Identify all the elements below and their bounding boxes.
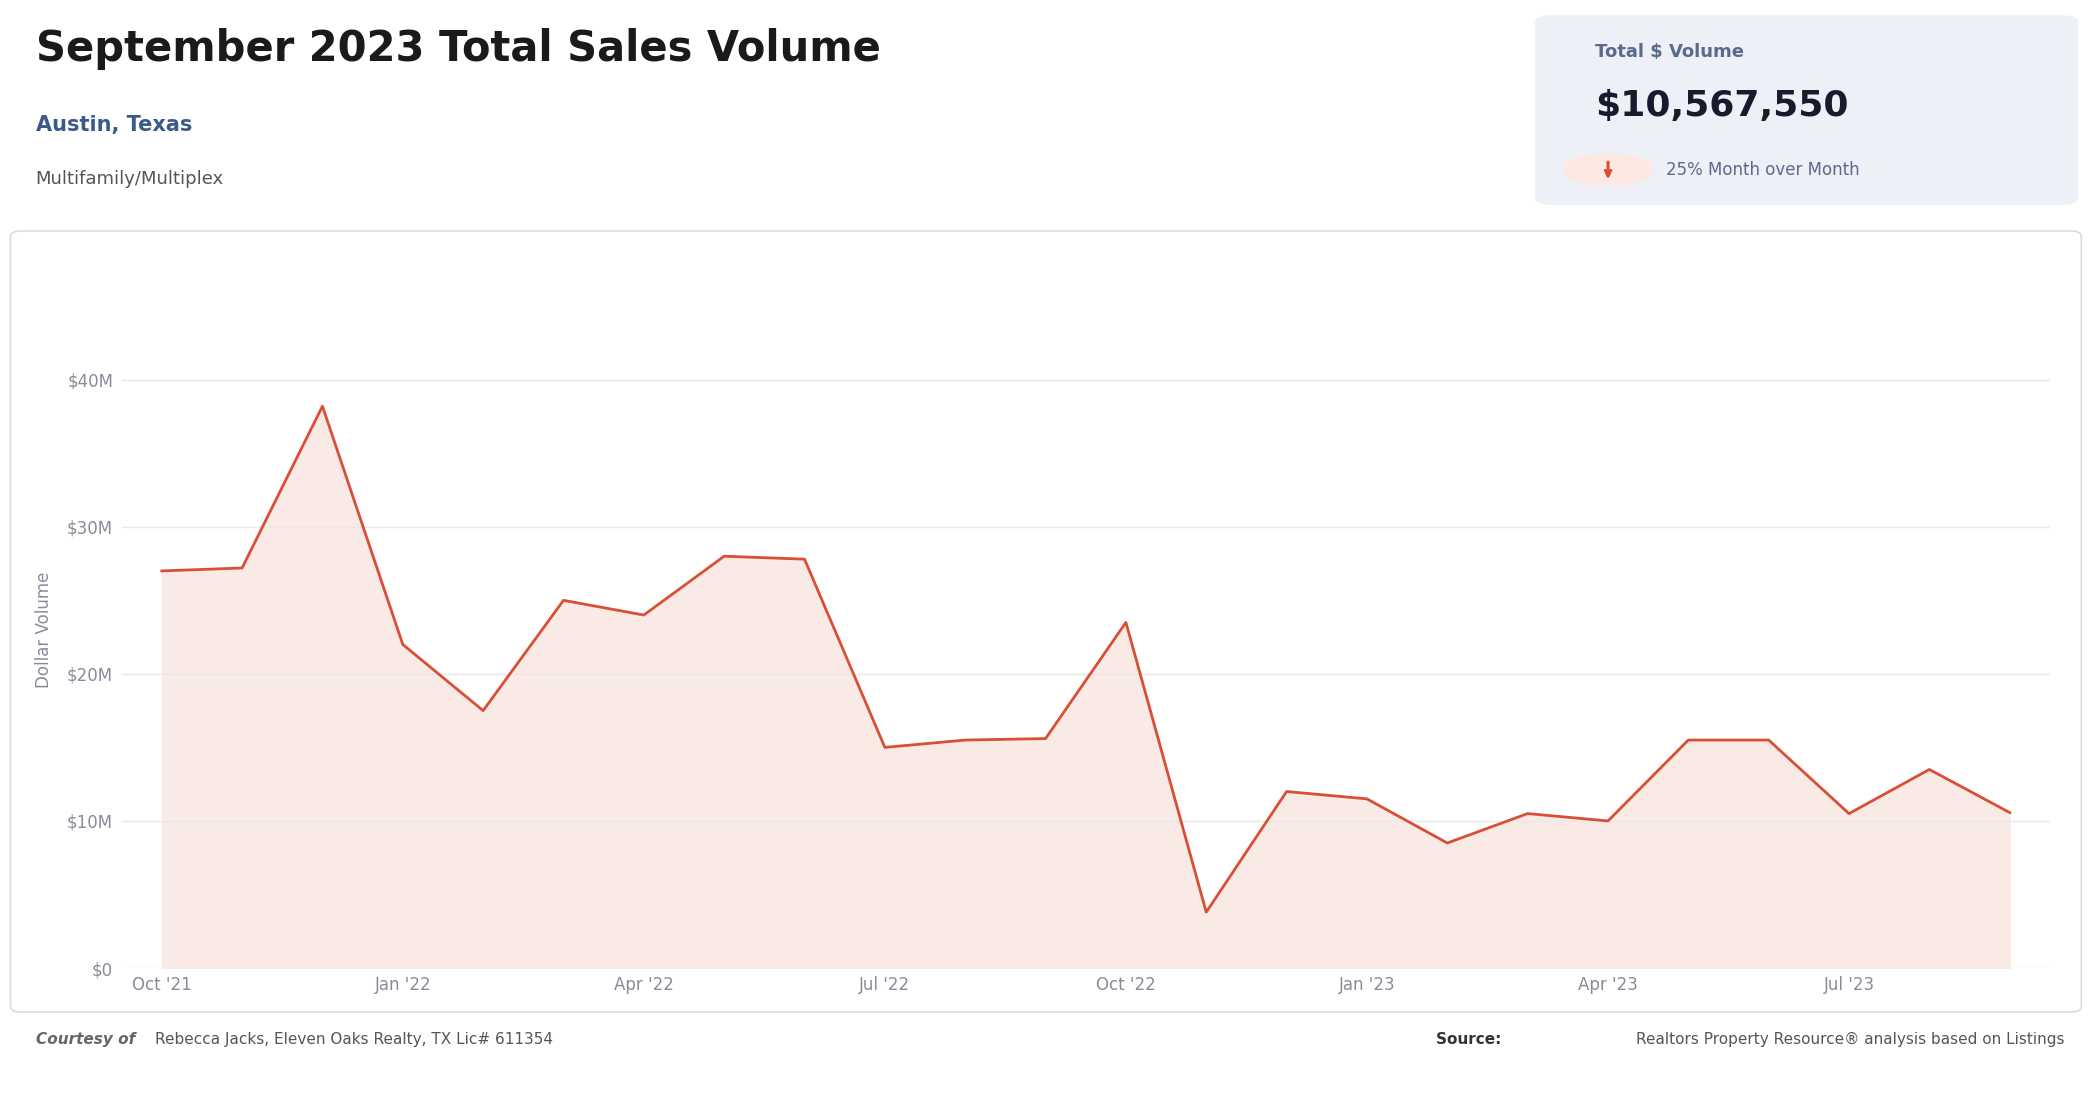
Text: Multifamily/Multiplex: Multifamily/Multiplex [36, 170, 224, 188]
FancyBboxPatch shape [1534, 15, 2079, 205]
Text: Rebecca Jacks, Eleven Oaks Realty, TX Lic# 611354: Rebecca Jacks, Eleven Oaks Realty, TX Li… [155, 1032, 553, 1047]
Text: Courtesy of: Courtesy of [36, 1032, 140, 1047]
Y-axis label: Dollar Volume: Dollar Volume [36, 572, 52, 688]
Circle shape [1564, 154, 1654, 186]
Text: Austin, Texas: Austin, Texas [36, 116, 193, 135]
Text: Total $ Volume: Total $ Volume [1595, 43, 1744, 62]
Text: 25% Month over Month: 25% Month over Month [1666, 161, 1859, 179]
Text: September 2023 Total Sales Volume: September 2023 Total Sales Volume [36, 28, 880, 69]
Text: Realtors Property Resource® analysis based on Listings: Realtors Property Resource® analysis bas… [1637, 1032, 2065, 1047]
Text: Source:: Source: [1436, 1032, 1507, 1047]
Text: $10,567,550: $10,567,550 [1595, 89, 1849, 123]
